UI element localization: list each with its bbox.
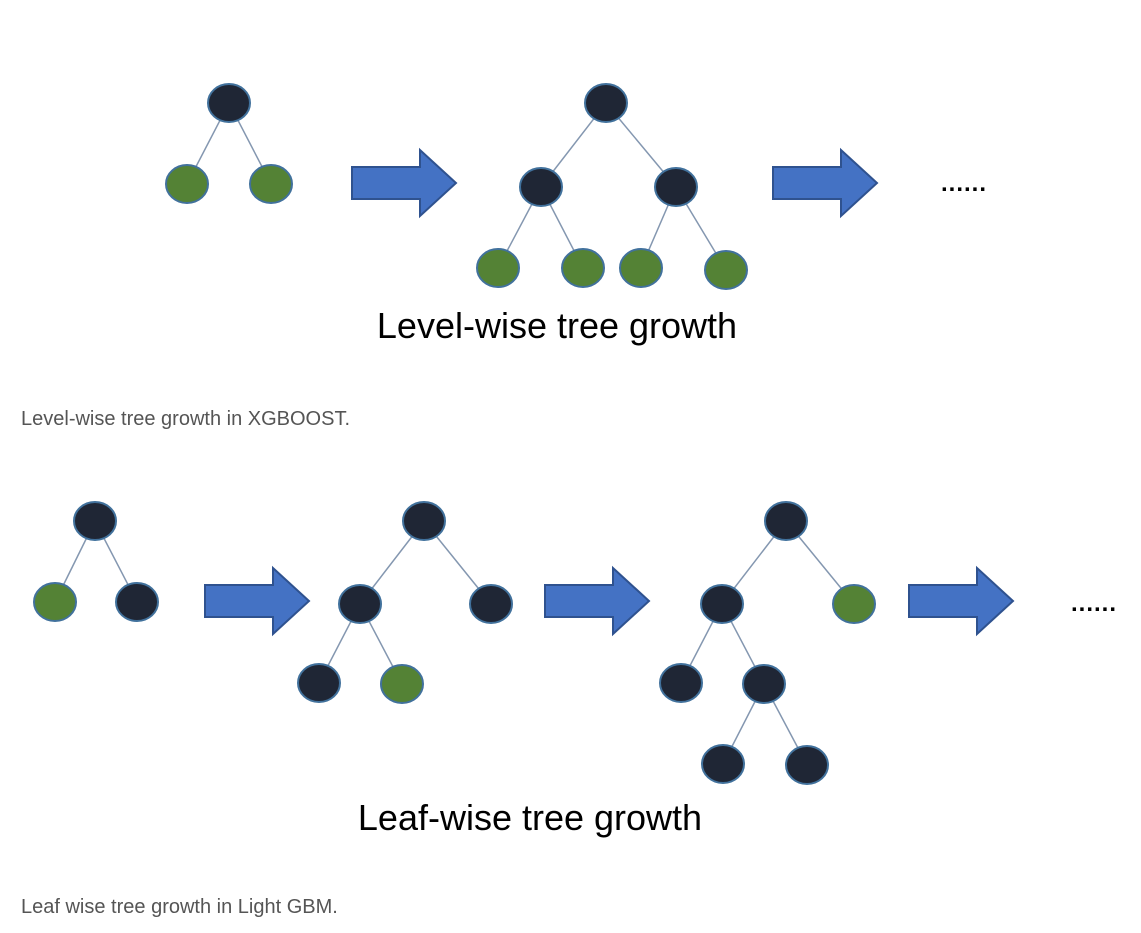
leaf-wise-ellipsis: ...... bbox=[1071, 590, 1117, 617]
level-wise-tree-2-node-a-internal bbox=[519, 167, 563, 207]
leaf-wise-tree-3-node-a1-internal bbox=[659, 663, 703, 703]
level-wise-tree-2-node-a2-leaf bbox=[561, 248, 605, 288]
leaf-wise-tree-3-node-b-leaf bbox=[832, 584, 876, 624]
leaf-wise-tree-2-node-r-internal bbox=[402, 501, 446, 541]
level-wise-ellipsis: ...... bbox=[941, 170, 987, 197]
leaf-wise-tree-3-node-r-internal bbox=[764, 501, 808, 541]
arrows-layer bbox=[204, 147, 1015, 637]
level-wise-caption: Level-wise tree growth in XGBOOST. bbox=[21, 408, 351, 430]
leaf-wise-tree-1-node-a-leaf bbox=[33, 582, 77, 622]
level-wise-arrow-2 bbox=[772, 147, 879, 219]
level-wise-tree-2-node-r-internal bbox=[584, 83, 628, 123]
level-wise-arrow-1 bbox=[351, 147, 458, 219]
leaf-wise-tree-3-node-a-internal bbox=[700, 584, 744, 624]
leaf-wise-tree-1-node-r-internal bbox=[73, 501, 117, 541]
leaf-wise-arrow-1 bbox=[204, 565, 311, 637]
leaf-wise-tree-3-node-a21-internal bbox=[701, 744, 745, 784]
level-wise-title: Level-wise tree growth bbox=[377, 305, 737, 346]
leaf-wise-tree-3-node-a2-internal bbox=[742, 664, 786, 704]
leaf-wise-tree-2-node-a-internal bbox=[338, 584, 382, 624]
level-wise-tree-2-node-b2-leaf bbox=[704, 250, 748, 290]
level-wise-tree-2-node-a1-leaf bbox=[476, 248, 520, 288]
level-wise-tree-1-node-b-leaf bbox=[249, 164, 293, 204]
leaf-wise-tree-2-node-a2-leaf bbox=[380, 664, 424, 704]
leaf-wise-arrow-2 bbox=[544, 565, 651, 637]
level-wise-tree-1-node-r-internal bbox=[207, 83, 251, 123]
nodes-layer bbox=[33, 83, 876, 785]
edges-layer bbox=[54, 102, 855, 766]
leaf-wise-tree-1-node-b-internal bbox=[115, 582, 159, 622]
leaf-wise-title: Leaf-wise tree growth bbox=[358, 797, 702, 838]
leaf-wise-arrow-3 bbox=[908, 565, 1015, 637]
leaf-wise-tree-2-node-a1-internal bbox=[297, 663, 341, 703]
level-wise-tree-2-node-b1-leaf bbox=[619, 248, 663, 288]
leaf-wise-tree-3-node-a22-internal bbox=[785, 745, 829, 785]
level-wise-tree-2-node-b-internal bbox=[654, 167, 698, 207]
level-wise-tree-1-node-a-leaf bbox=[165, 164, 209, 204]
leaf-wise-tree-2-node-b-internal bbox=[469, 584, 513, 624]
leaf-wise-caption: Leaf wise tree growth in Light GBM. bbox=[21, 896, 338, 918]
